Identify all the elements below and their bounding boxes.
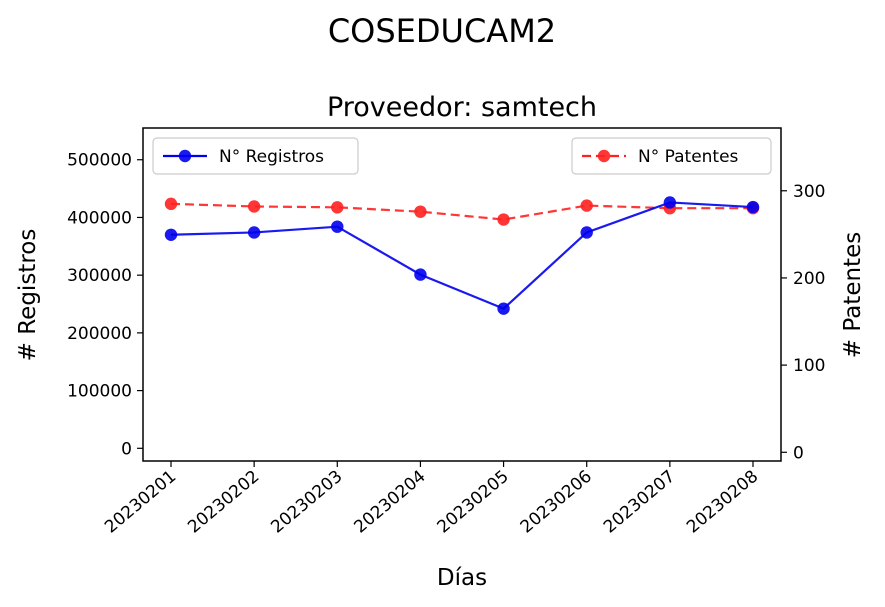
legend-patentes: N° Patentes xyxy=(571,137,772,175)
data-point xyxy=(164,228,178,241)
y-right-tick-label: 200 xyxy=(793,269,825,289)
data-point xyxy=(497,213,510,226)
legend-marker xyxy=(597,149,611,163)
data-point xyxy=(746,200,760,214)
data-point xyxy=(580,199,593,212)
x-tick-label: 20230204 xyxy=(350,467,429,538)
y-left-tick-label: 400000 xyxy=(67,208,132,228)
y-left-tick-label: 0 xyxy=(121,439,132,459)
data-point xyxy=(331,201,344,214)
legend-box xyxy=(571,137,772,175)
data-point xyxy=(414,205,427,218)
x-tick-label: 20230203 xyxy=(267,467,346,538)
y-right-tick-label: 0 xyxy=(793,443,804,463)
y-left-tick-label: 300000 xyxy=(67,266,132,286)
legend-box xyxy=(152,137,359,175)
legend-marker xyxy=(178,149,192,163)
axis-ticks: 20230201 20230202 20230203 20230204 20230205… xyxy=(67,151,825,538)
y-axis-label-left: # Registros xyxy=(15,229,41,362)
y-left-tick-label: 500000 xyxy=(67,151,132,171)
x-tick-label: 20230201 xyxy=(101,467,180,538)
plot-frame xyxy=(142,127,782,462)
x-tick-label: 20230205 xyxy=(434,467,513,538)
data-point xyxy=(247,226,261,239)
legend-registros: N° Registros xyxy=(152,137,359,175)
legend-label: N° Registros xyxy=(219,147,324,167)
legend-label: N° Patentes xyxy=(638,147,739,167)
plot-area xyxy=(142,127,782,462)
legend-layer: N° Registros N° Patentes xyxy=(152,137,772,175)
series-line-registros xyxy=(170,201,754,310)
data-point xyxy=(580,226,593,239)
x-tick-label: 20230207 xyxy=(600,467,679,538)
y-axis-label-right: # Patentes xyxy=(840,232,866,358)
x-tick-label: 20230206 xyxy=(517,467,596,538)
x-tick-label: 20230208 xyxy=(683,467,762,538)
data-point xyxy=(164,197,178,211)
data-point xyxy=(663,196,677,209)
chart-title: Proveedor: samtech xyxy=(327,92,597,123)
data-point xyxy=(414,268,427,281)
data-point xyxy=(497,302,510,315)
y-right-tick-label: 100 xyxy=(793,356,825,376)
data-point xyxy=(247,200,261,213)
y-right-tick-label: 300 xyxy=(793,182,825,202)
figure-suptitle: COSEDUCAM2 xyxy=(328,12,556,50)
x-axis-label: Días xyxy=(437,565,487,591)
x-tick-label: 20230202 xyxy=(184,467,263,538)
series-layer xyxy=(164,196,760,315)
data-point xyxy=(331,220,344,233)
y-left-tick-label: 100000 xyxy=(67,382,132,402)
y-left-tick-label: 200000 xyxy=(67,324,132,344)
